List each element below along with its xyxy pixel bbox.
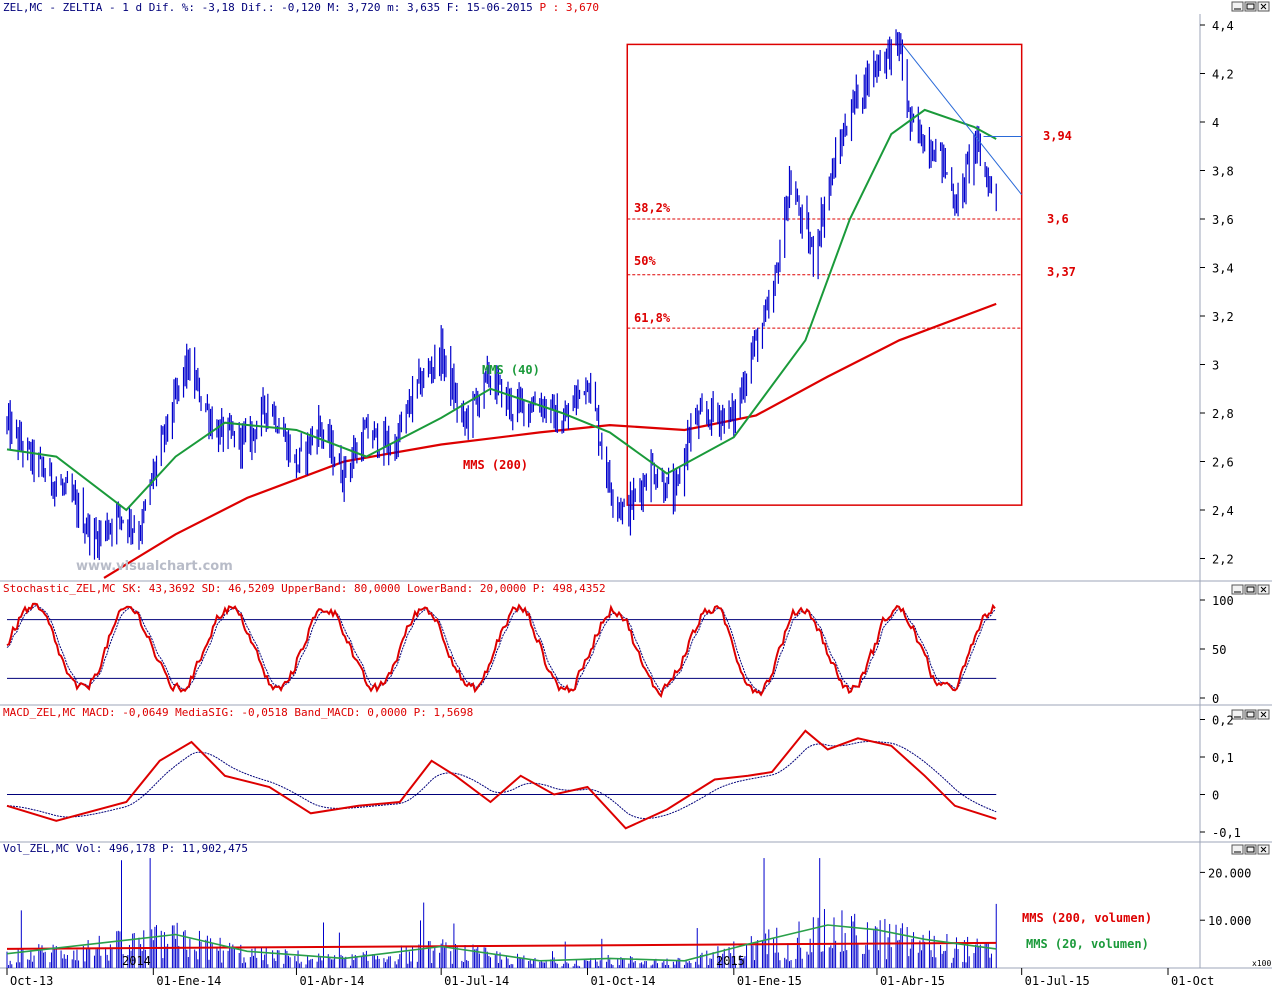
level-394-label: 3,94 <box>1043 129 1072 143</box>
date-tick-label: 01-Abr-15 <box>880 974 945 988</box>
price-tick-label: 3,8 <box>1212 165 1234 179</box>
price-tick-label: 4,4 <box>1212 19 1234 33</box>
macd-series <box>6 729 997 830</box>
date-tick-label: Oct-13 <box>10 974 53 988</box>
mms40-line <box>6 108 997 512</box>
price-tick-label: 2,4 <box>1212 504 1234 518</box>
level-337-label: 3,37 <box>1047 265 1076 279</box>
date-tick-label: 01-Oct <box>1171 974 1214 988</box>
mms40-label: MMS (40) <box>482 363 540 377</box>
price-header: ZEL,MC - ZELTIA - 1 d Dif. %: -3,18 Dif.… <box>3 1 599 14</box>
date-tick-label: 01-Oct-14 <box>591 974 656 988</box>
vol-scale-label: x100 <box>1252 959 1271 968</box>
stochastic-series <box>6 602 997 699</box>
price-header-last: P : 3,670 <box>539 1 599 14</box>
mms200-label: MMS (200) <box>463 458 528 472</box>
stoch-tick-label: 50 <box>1212 643 1226 657</box>
price-tick-label: 3,4 <box>1212 262 1234 276</box>
macd-axis: 0,2 0,1 0 -0,1 <box>1200 714 1241 840</box>
volume-bars <box>6 858 997 968</box>
vol-tick-label: 10.000 <box>1208 914 1251 928</box>
volume-axis: 20.000 10.000 <box>1200 866 1251 928</box>
fib50-label: 50% <box>634 254 656 268</box>
date-tick-label: 01-Abr-14 <box>299 974 364 988</box>
mms200-series <box>103 302 997 579</box>
date-axis: Oct-13 01-Ene-14 01-Abr-14 01-Jul-14 01-Oct-… <box>6 968 1214 988</box>
date-tick-label: 01-Ene-14 <box>156 974 221 988</box>
stoch-tick-label: 100 <box>1212 594 1234 608</box>
stochastic-header: Stochastic_ZEL,MC SK: 43,3692 SD: 46,520… <box>3 582 606 595</box>
trend-lines <box>902 44 1023 196</box>
stoch-sd-line <box>6 604 996 693</box>
price-tick-label: 4 <box>1212 116 1219 130</box>
macd-tick-label: 0 <box>1212 789 1219 803</box>
volume-header: Vol_ZEL,MC Vol: 496,178 P: 11,902,475 <box>3 842 248 855</box>
watermark: www.visualchart.com <box>76 559 233 574</box>
stoch-sk-line <box>6 602 996 699</box>
macd-line <box>6 729 997 830</box>
price-tick-label: 2,8 <box>1212 407 1234 421</box>
vol-tick-label: 20.000 <box>1208 866 1251 880</box>
vol-mms20-line <box>6 924 997 962</box>
downtrend-line <box>902 44 1023 196</box>
date-tick-label: 01-Ene-15 <box>737 974 802 988</box>
vol-mms200-line <box>6 941 997 950</box>
year-2014-label: 2014 <box>122 954 151 968</box>
stoch-tick-label: 0 <box>1212 692 1219 706</box>
macd-tick-label: 0,2 <box>1212 714 1234 728</box>
window-controls[interactable] <box>1231 1 1270 855</box>
level-36-label: 3,6 <box>1047 212 1069 226</box>
date-tick-label: 01-Jul-15 <box>1025 974 1090 988</box>
date-tick-label: 01-Jul-14 <box>444 974 509 988</box>
macd-tick-label: 0,1 <box>1212 751 1234 765</box>
mms200-line <box>103 302 997 579</box>
price-tick-label: 2,2 <box>1212 553 1234 567</box>
fib618-label: 61,8% <box>634 311 671 325</box>
stochastic-axis: 100 50 0 <box>1200 594 1234 706</box>
vol-mms20-label: MMS (20, volumen) <box>1026 937 1149 951</box>
macd-tick-label: -0,1 <box>1212 826 1241 840</box>
mms40-series <box>6 108 997 512</box>
price-tick-label: 3,6 <box>1212 213 1234 227</box>
macd-header: MACD_ZEL,MC MACD: -0,0649 MediaSIG: -0,0… <box>3 706 473 719</box>
vol-mms200-label: MMS (200, volumen) <box>1022 911 1152 925</box>
price-tick-label: 2,6 <box>1212 456 1234 470</box>
price-tick-label: 3 <box>1212 359 1219 373</box>
fib382-label: 38,2% <box>634 201 671 215</box>
price-tick-label: 4,2 <box>1212 68 1234 82</box>
year-2015-label: 2015 <box>716 954 745 968</box>
price-axis: 4,4 4,2 4 3,8 3,6 3,4 3,2 3 2,8 2,6 2,4 2,2 <box>1200 19 1234 567</box>
price-tick-label: 3,2 <box>1212 310 1234 324</box>
